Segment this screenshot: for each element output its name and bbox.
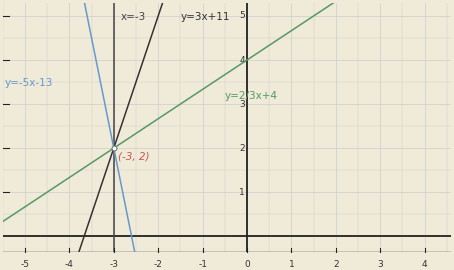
Text: 1: 1	[239, 188, 245, 197]
Text: -1: -1	[198, 259, 207, 269]
Text: -5: -5	[20, 259, 30, 269]
Text: x=-3: x=-3	[120, 12, 146, 22]
Text: 1: 1	[288, 259, 294, 269]
Text: 3: 3	[239, 100, 245, 109]
Text: 2: 2	[239, 144, 245, 153]
Text: -4: -4	[65, 259, 74, 269]
Text: y=2/3x+4: y=2/3x+4	[225, 91, 278, 101]
Text: -3: -3	[109, 259, 118, 269]
Text: 0: 0	[244, 259, 250, 269]
Text: (-3, 2): (-3, 2)	[118, 152, 150, 162]
Text: -2: -2	[154, 259, 163, 269]
Text: 4: 4	[422, 259, 427, 269]
Text: 5: 5	[239, 12, 245, 21]
Text: 2: 2	[333, 259, 339, 269]
Text: 3: 3	[377, 259, 383, 269]
Text: y=-5x-13: y=-5x-13	[5, 78, 54, 88]
Text: y=3x+11: y=3x+11	[180, 12, 230, 22]
Text: 4: 4	[239, 56, 245, 65]
